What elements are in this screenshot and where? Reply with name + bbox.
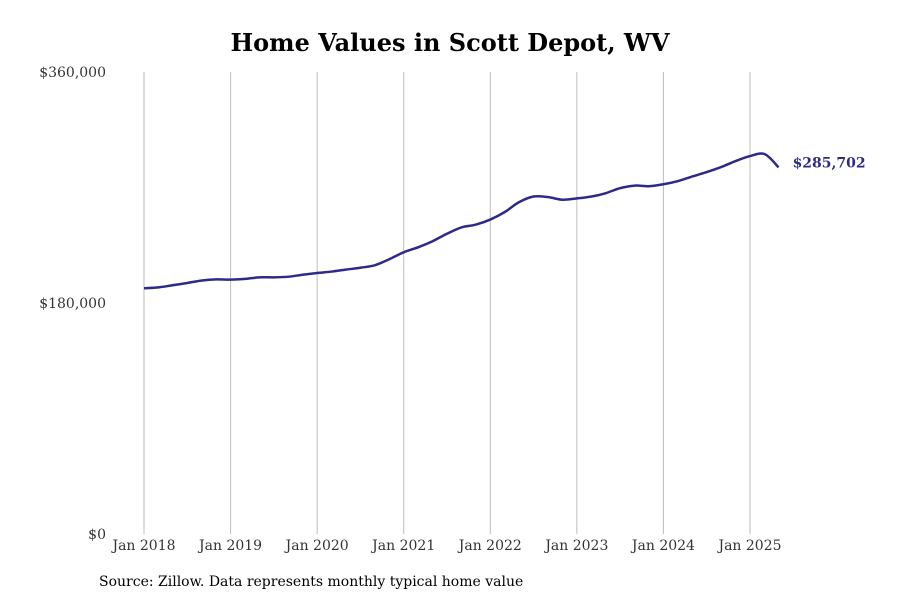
x-tick-label: Jan 2021	[370, 538, 435, 554]
x-tick-label: Jan 2020	[284, 538, 349, 554]
x-tick-label: Jan 2022	[457, 538, 522, 554]
series-layer: $285,702	[143, 152, 866, 290]
chart-title: Home Values in Scott Depot, WV	[230, 28, 670, 57]
x-tick-label: Jan 2018	[110, 538, 175, 554]
source-note: Source: Zillow. Data represents monthly …	[99, 574, 524, 590]
x-tick-label: Jan 2024	[630, 538, 695, 554]
x-axis-ticks: Jan 2018 Jan 2019 Jan 2020 Jan 2021 Jan 2022…	[110, 538, 781, 554]
x-tick-label: Jan 2023	[543, 538, 608, 554]
end-value-label: $285,702	[793, 155, 866, 171]
series-line-0	[143, 152, 780, 290]
y-tick-label: $180,000	[39, 296, 106, 312]
x-tick-label: Jan 2025	[716, 538, 781, 554]
y-tick-label: $360,000	[39, 65, 106, 81]
y-axis-ticks: $0 $180,000 $360,000	[39, 65, 106, 543]
y-tick-label: $0	[88, 527, 106, 543]
vertical-gridlines	[143, 72, 751, 534]
x-tick-label: Jan 2019	[197, 538, 262, 554]
